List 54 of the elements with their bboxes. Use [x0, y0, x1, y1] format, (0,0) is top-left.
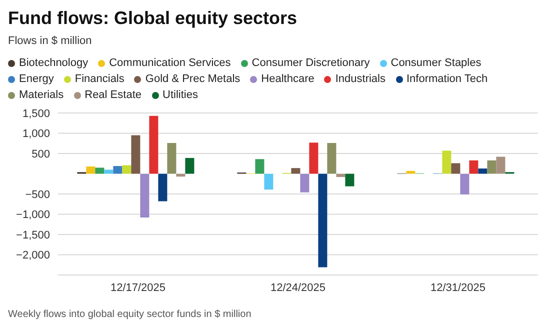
legend-label: Utilities: [162, 89, 198, 101]
bar: [122, 165, 132, 174]
y-tick-label: −2,000: [16, 250, 50, 262]
bar: [327, 142, 336, 174]
legend-label: Gold & Prec Metals: [145, 73, 240, 85]
x-tick-label: 12/31/2025: [430, 282, 486, 294]
legend-label: Consumer Staples: [390, 57, 482, 69]
bar: [95, 168, 104, 174]
bar: [113, 166, 122, 174]
bar: [149, 116, 158, 174]
text: Weekly flows into global equity sector funds in $ million: [8, 309, 252, 320]
bar: [442, 150, 452, 174]
y-tick-label: 1,000: [22, 128, 50, 140]
bar: [255, 159, 264, 174]
legend-label: Biotechnology: [19, 57, 88, 69]
bar: [451, 163, 460, 174]
bar: [86, 166, 96, 174]
legend-label: Consumer Discretionary: [252, 57, 370, 69]
legend-label: Energy: [19, 73, 54, 85]
legend-label: Information Tech: [406, 73, 488, 85]
x-tick-label: 12/24/2025: [270, 282, 326, 294]
legend-label: Communication Services: [109, 57, 231, 69]
bar: [185, 158, 194, 174]
legend-label: Financials: [74, 73, 124, 85]
bar: [264, 174, 274, 190]
y-tick-label: −500: [25, 188, 50, 201]
y-tick-label: 500: [32, 148, 50, 160]
y-tick-label: −1,500: [16, 229, 50, 242]
bar: [131, 135, 140, 174]
bar: [487, 160, 496, 174]
y-tick-label: 1,500: [22, 108, 50, 120]
bar: [158, 174, 168, 202]
bar: [469, 160, 478, 174]
bar: [104, 170, 114, 174]
chart-title: Fund flows: Global equity sectors: [8, 8, 298, 29]
legend-label: Industrials: [335, 73, 386, 85]
y-tick-label: −1,000: [16, 209, 50, 222]
bar: [309, 142, 318, 174]
bar: [291, 168, 300, 174]
x-tick-label: 12/17/2025: [110, 282, 166, 294]
bar: [406, 170, 416, 174]
bar: [478, 168, 488, 174]
chart-subtitle: Flows in $ million: [8, 35, 93, 47]
legend-label: Real Estate: [84, 89, 142, 101]
bar: [336, 174, 346, 177]
bar: [496, 156, 506, 174]
bar: [140, 174, 150, 218]
bar: [300, 174, 310, 192]
legend-label: Healthcare: [261, 73, 314, 85]
bar: [460, 174, 470, 194]
legend-label: Materials: [19, 89, 64, 101]
bar: [345, 174, 354, 186]
bar: [318, 174, 328, 268]
bar: [167, 142, 176, 174]
